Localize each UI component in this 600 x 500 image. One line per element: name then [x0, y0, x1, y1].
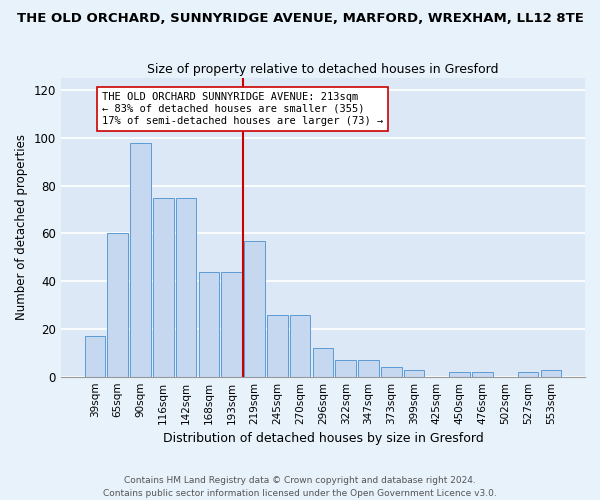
X-axis label: Distribution of detached houses by size in Gresford: Distribution of detached houses by size … — [163, 432, 483, 445]
Bar — [404, 370, 424, 376]
Bar — [176, 198, 196, 376]
Bar — [381, 367, 401, 376]
Bar — [244, 240, 265, 376]
Bar — [335, 360, 356, 376]
Y-axis label: Number of detached properties: Number of detached properties — [15, 134, 28, 320]
Bar — [267, 314, 287, 376]
Bar — [199, 272, 219, 376]
Bar — [313, 348, 333, 376]
Bar — [472, 372, 493, 376]
Text: THE OLD ORCHARD SUNNYRIDGE AVENUE: 213sqm
← 83% of detached houses are smaller (: THE OLD ORCHARD SUNNYRIDGE AVENUE: 213sq… — [102, 92, 383, 126]
Bar — [541, 370, 561, 376]
Bar — [358, 360, 379, 376]
Bar — [518, 372, 538, 376]
Title: Size of property relative to detached houses in Gresford: Size of property relative to detached ho… — [147, 62, 499, 76]
Bar — [290, 314, 310, 376]
Text: THE OLD ORCHARD, SUNNYRIDGE AVENUE, MARFORD, WREXHAM, LL12 8TE: THE OLD ORCHARD, SUNNYRIDGE AVENUE, MARF… — [17, 12, 583, 26]
Bar — [221, 272, 242, 376]
Bar — [85, 336, 105, 376]
Bar — [130, 142, 151, 376]
Text: Contains HM Land Registry data © Crown copyright and database right 2024.
Contai: Contains HM Land Registry data © Crown c… — [103, 476, 497, 498]
Bar — [107, 234, 128, 376]
Bar — [153, 198, 173, 376]
Bar — [449, 372, 470, 376]
